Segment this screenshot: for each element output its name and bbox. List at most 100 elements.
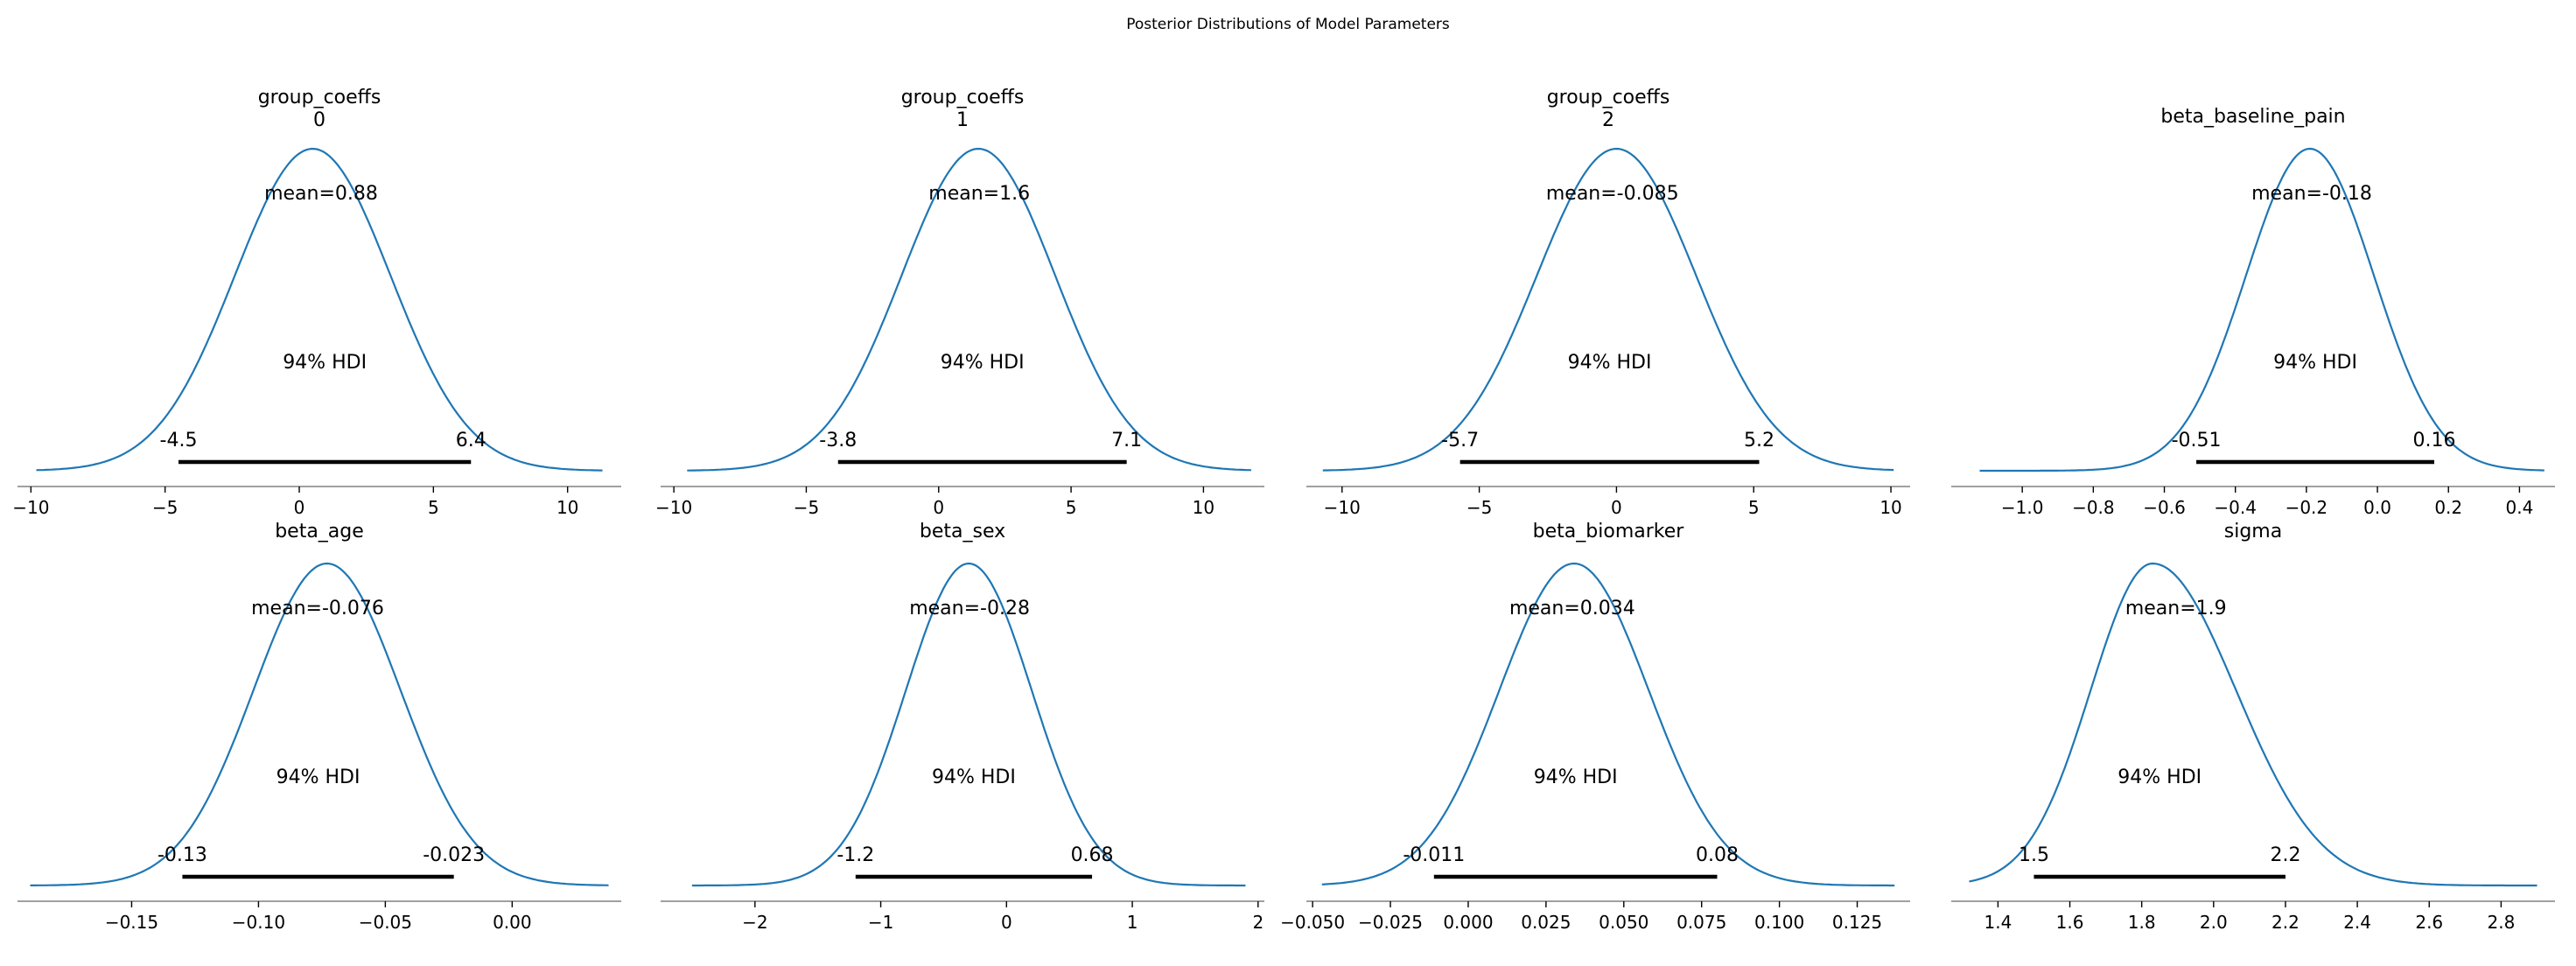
x-tick-label: −0.6 bbox=[2143, 497, 2186, 518]
density-curve bbox=[1969, 562, 2538, 887]
x-tick-label: −0.10 bbox=[232, 912, 285, 933]
panel-title: group_coeffs bbox=[258, 87, 382, 108]
hdi-lower-label: 1.5 bbox=[2019, 844, 2049, 866]
hdi-probability-label: 94% HDI bbox=[2273, 352, 2357, 374]
panel-title: beta_biomarker bbox=[1533, 521, 1685, 542]
density-curve bbox=[1321, 562, 1895, 887]
hdi-probability-label: 94% HDI bbox=[2118, 766, 2202, 788]
mean-label: mean=-0.18 bbox=[2251, 183, 2372, 205]
x-tick-label: −5 bbox=[152, 497, 178, 518]
hdi-upper-label: -0.023 bbox=[423, 844, 485, 866]
posterior-panel-beta-sex: beta_sex mean=-0.28 94% HDI -1.2 0.68 −2 −1 0 1 2 bbox=[661, 521, 1264, 933]
x-tick-label: 1.8 bbox=[2128, 912, 2156, 933]
panel-title: beta_baseline_pain bbox=[2160, 106, 2345, 128]
x-tick-label: −0.025 bbox=[1358, 912, 1423, 933]
hdi-lower-label: -1.2 bbox=[836, 844, 874, 866]
hdi-upper-label: 0.08 bbox=[1696, 844, 1739, 866]
hdi-lower-label: -0.13 bbox=[158, 844, 207, 866]
figure-title: Posterior Distributions of Model Paramet… bbox=[1126, 16, 1450, 33]
x-tick-label: 0 bbox=[933, 497, 944, 518]
x-tick-label: 2.4 bbox=[2343, 912, 2371, 933]
x-tick-label: 0.00 bbox=[493, 912, 532, 933]
hdi-probability-label: 94% HDI bbox=[1534, 766, 1618, 788]
posterior-panel-beta-age: beta_age mean=-0.076 94% HDI -0.13 -0.023 −0.… bbox=[18, 521, 621, 933]
x-tick-label: 5 bbox=[1748, 497, 1760, 518]
density-curve bbox=[687, 147, 1251, 472]
x-tick-label: 0.075 bbox=[1676, 912, 1726, 933]
mean-label: mean=1.9 bbox=[2125, 598, 2227, 620]
x-tick-label: 2.2 bbox=[2272, 912, 2300, 933]
x-tick-label: −0.4 bbox=[2214, 497, 2257, 518]
panel-title-index: 1 bbox=[956, 109, 969, 131]
x-tick-label: −1.0 bbox=[2001, 497, 2044, 518]
panel-title: group_coeffs bbox=[1547, 87, 1670, 108]
x-tick-label: 0.000 bbox=[1443, 912, 1493, 933]
posterior-panel-sigma: sigma mean=1.9 94% HDI 1.5 2.2 1.4 1.6 1.8 2.0 2.… bbox=[1951, 521, 2555, 933]
hdi-upper-label: 0.68 bbox=[1071, 844, 1114, 866]
x-tick-label: 5 bbox=[428, 497, 439, 518]
x-tick-label: 1 bbox=[1127, 912, 1138, 933]
panel-title-index: 2 bbox=[1602, 109, 1614, 131]
density-curve bbox=[1979, 147, 2544, 472]
hdi-probability-label: 94% HDI bbox=[941, 352, 1025, 374]
panel-title: group_coeffs bbox=[901, 87, 1025, 108]
density-curve bbox=[1322, 147, 1894, 472]
mean-label: mean=-0.085 bbox=[1546, 183, 1679, 205]
x-tick-label: 1.4 bbox=[1984, 912, 2012, 933]
x-tick-label: −5 bbox=[1466, 497, 1492, 518]
hdi-lower-label: -0.51 bbox=[2172, 430, 2222, 452]
x-tick-label: 0.0 bbox=[2363, 497, 2391, 518]
x-tick-label: −0.2 bbox=[2286, 497, 2328, 518]
x-tick-label: 5 bbox=[1066, 497, 1077, 518]
x-tick-label: −0.15 bbox=[105, 912, 158, 933]
x-tick-label: −0.8 bbox=[2072, 497, 2115, 518]
panel-title: beta_sex bbox=[920, 521, 1005, 542]
x-tick-label: 1.6 bbox=[2056, 912, 2084, 933]
hdi-lower-label: -4.5 bbox=[160, 430, 198, 452]
hdi-lower-label: -0.011 bbox=[1403, 844, 1465, 866]
hdi-probability-label: 94% HDI bbox=[932, 766, 1016, 788]
hdi-upper-label: 2.2 bbox=[2270, 844, 2300, 866]
hdi-probability-label: 94% HDI bbox=[276, 766, 360, 788]
x-tick-label: 0 bbox=[1001, 912, 1012, 933]
x-tick-label: −10 bbox=[655, 497, 692, 518]
mean-label: mean=1.6 bbox=[928, 183, 1030, 205]
hdi-lower-label: -5.7 bbox=[1441, 430, 1479, 452]
density-curve bbox=[30, 562, 609, 887]
x-tick-label: 10 bbox=[1193, 497, 1214, 518]
x-tick-label: −2 bbox=[742, 912, 767, 933]
mean-label: mean=-0.076 bbox=[251, 598, 384, 620]
panel-title: sigma bbox=[2224, 521, 2282, 542]
x-tick-label: −0.050 bbox=[1280, 912, 1345, 933]
x-tick-label: −5 bbox=[794, 497, 819, 518]
hdi-upper-label: 7.1 bbox=[1111, 430, 1142, 452]
x-tick-label: −0.05 bbox=[359, 912, 412, 933]
x-tick-label: 10 bbox=[1880, 497, 1901, 518]
hdi-upper-label: 6.4 bbox=[456, 430, 486, 452]
posterior-panel-beta-biomarker: beta_biomarker mean=0.034 94% HDI -0.011 0.0… bbox=[1280, 521, 1910, 933]
x-tick-label: 2.8 bbox=[2487, 912, 2515, 933]
mean-label: mean=0.034 bbox=[1509, 598, 1635, 620]
x-tick-label: 0 bbox=[294, 497, 305, 518]
x-tick-label: 0.025 bbox=[1521, 912, 1571, 933]
hdi-probability-label: 94% HDI bbox=[1568, 352, 1652, 374]
x-tick-label: 0 bbox=[1611, 497, 1622, 518]
x-tick-label: −10 bbox=[1324, 497, 1361, 518]
density-curve bbox=[36, 147, 603, 472]
panel-title-index: 0 bbox=[313, 109, 326, 131]
x-tick-label: 0.050 bbox=[1599, 912, 1648, 933]
posterior-panel-beta-baseline-pain: beta_baseline_pain mean=-0.18 94% HDI -0.51… bbox=[1951, 106, 2555, 518]
hdi-lower-label: -3.8 bbox=[819, 430, 857, 452]
panel-title: beta_age bbox=[275, 521, 364, 542]
x-tick-label: 10 bbox=[556, 497, 578, 518]
x-tick-label: 0.125 bbox=[1832, 912, 1882, 933]
x-tick-label: 2.0 bbox=[2200, 912, 2228, 933]
x-tick-label: 0.100 bbox=[1754, 912, 1804, 933]
hdi-upper-label: 0.16 bbox=[2413, 430, 2456, 452]
x-tick-label: 2 bbox=[1252, 912, 1264, 933]
mean-label: mean=-0.28 bbox=[909, 598, 1030, 620]
hdi-probability-label: 94% HDI bbox=[283, 352, 367, 374]
